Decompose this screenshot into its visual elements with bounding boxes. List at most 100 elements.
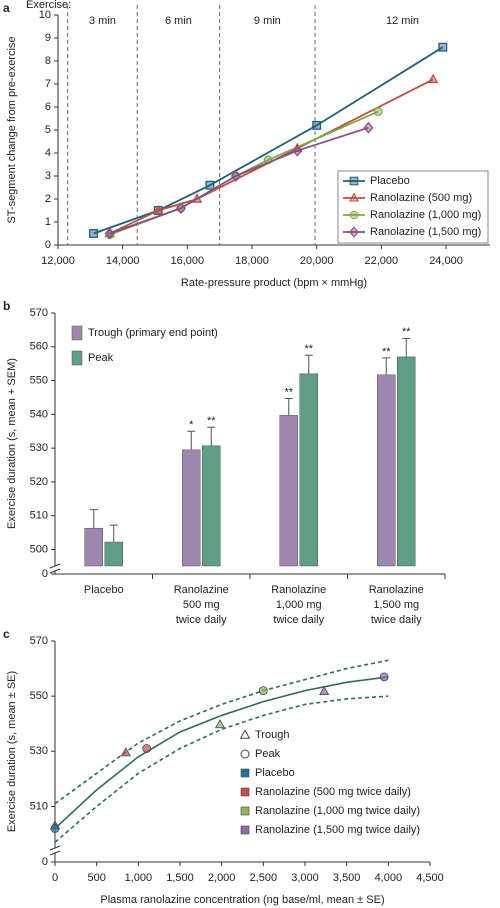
marker — [104, 227, 115, 240]
marker — [258, 686, 268, 696]
bar — [397, 356, 416, 567]
legend-label: Peak — [255, 748, 281, 760]
marker — [319, 686, 330, 696]
panel-label: c — [3, 627, 10, 641]
marker — [349, 176, 359, 186]
x-tick-label: 4,500 — [416, 872, 444, 884]
significance: ** — [402, 326, 411, 338]
legend-swatch — [240, 768, 250, 778]
legend-label: Placebo — [370, 175, 410, 187]
stage-label: 9 min — [254, 15, 281, 27]
marker — [349, 210, 359, 220]
y-tick-label: 540 — [30, 408, 48, 420]
x-tick-label: 16,000 — [171, 255, 205, 267]
x-tick-label: Ranolazine — [369, 584, 424, 596]
marker — [348, 192, 360, 202]
marker — [230, 170, 241, 182]
x-tick-label: 18,000 — [235, 255, 269, 267]
x-tick-label: 24,000 — [429, 255, 463, 267]
y-tick-label: 550 — [30, 374, 48, 386]
marker — [312, 120, 322, 130]
y-tick-label: 5 — [45, 124, 51, 136]
series-line — [109, 126, 369, 235]
fit-curve — [54, 659, 389, 805]
axis-break — [49, 845, 61, 851]
error-bar — [207, 426, 216, 446]
marker — [349, 226, 359, 238]
y-tick-label: 550 — [30, 690, 48, 702]
legend-label: Ranolazine (500 mg) — [370, 192, 472, 204]
x-tick-label: Ranolazine — [174, 584, 229, 596]
axis-break — [49, 850, 61, 856]
significance: ** — [284, 386, 293, 398]
x-tick-label: 1,000 — [125, 872, 153, 884]
marker — [373, 107, 383, 117]
x-tick-label: twice daily — [273, 614, 324, 626]
y-tick-label: 3 — [45, 170, 51, 182]
x-tick-label: Ranolazine — [271, 584, 326, 596]
legend-label: Trough — [255, 729, 289, 741]
fit-curve — [54, 676, 389, 830]
series-line — [93, 46, 444, 235]
marker — [292, 144, 303, 157]
y-tick-label: 6 — [45, 101, 51, 113]
y-tick-label: 570 — [30, 307, 48, 319]
x-tick-label: 1,500 — [166, 872, 194, 884]
marker — [214, 719, 226, 729]
y-tick-label: 8 — [45, 55, 51, 67]
y-axis-title: ST-segment change from pre-exercise — [6, 36, 18, 223]
panel-label: a — [3, 1, 10, 15]
stage-label: 12 min — [386, 15, 419, 27]
y-tick-label: 10 — [39, 9, 51, 21]
x-tick-label: 3,000 — [291, 872, 319, 884]
x-tick-label: 500 — [87, 872, 105, 884]
y-tick-label: 560 — [30, 341, 48, 353]
y-tick-label: 9 — [45, 32, 51, 44]
x-tick-label: 22,000 — [365, 255, 399, 267]
y-tick-label: 7 — [45, 78, 51, 90]
bar — [104, 541, 123, 567]
error-bar — [187, 430, 196, 450]
legend-box — [337, 170, 489, 244]
legend-label: Peak — [88, 352, 114, 364]
marker — [205, 180, 215, 190]
bar — [279, 415, 298, 567]
x-tick-label: twice daily — [176, 614, 227, 626]
stage-label: 6 min — [165, 15, 192, 27]
y-tick-label: 510 — [30, 510, 48, 522]
axis-break — [49, 563, 61, 569]
y-tick-label: 500 — [30, 543, 48, 555]
marker — [363, 121, 374, 134]
error-bar — [304, 354, 313, 374]
marker — [120, 747, 131, 757]
y-tick-label: 510 — [30, 800, 48, 812]
marker — [50, 824, 60, 833]
x-tick-label: 500 mg — [183, 599, 220, 611]
marker — [142, 744, 152, 753]
legend-label: Ranolazine (1,000 mg twice daily) — [255, 805, 420, 817]
legend-swatch — [240, 806, 250, 816]
y-tick-label: 4 — [45, 147, 51, 159]
significance: ** — [382, 346, 391, 358]
y-tick-label: 530 — [30, 442, 48, 454]
bar — [377, 374, 396, 567]
fit-curve — [54, 695, 389, 843]
error-bar — [402, 337, 411, 357]
panel-label: b — [3, 299, 10, 313]
marker — [240, 749, 250, 759]
x-tick-label: 1,500 mg — [373, 599, 419, 611]
legend-label: Ranolazine (1,500 mg) — [370, 226, 481, 238]
y-axis-title: Exercise duration (s, mean + SEM) — [6, 358, 18, 529]
significance: * — [189, 419, 194, 431]
y-tick-label: 570 — [30, 635, 48, 647]
axis-break — [49, 568, 61, 574]
y-tick-label: 530 — [30, 745, 48, 757]
x-tick-label: Placebo — [84, 584, 124, 596]
bar — [202, 445, 221, 567]
significance: ** — [207, 415, 216, 427]
legend-label: Trough (primary end point) — [88, 327, 218, 339]
error-bar — [89, 509, 98, 529]
marker — [152, 204, 164, 215]
x-axis-title: Rate-pressure product (bpm × mmHg) — [181, 277, 367, 289]
